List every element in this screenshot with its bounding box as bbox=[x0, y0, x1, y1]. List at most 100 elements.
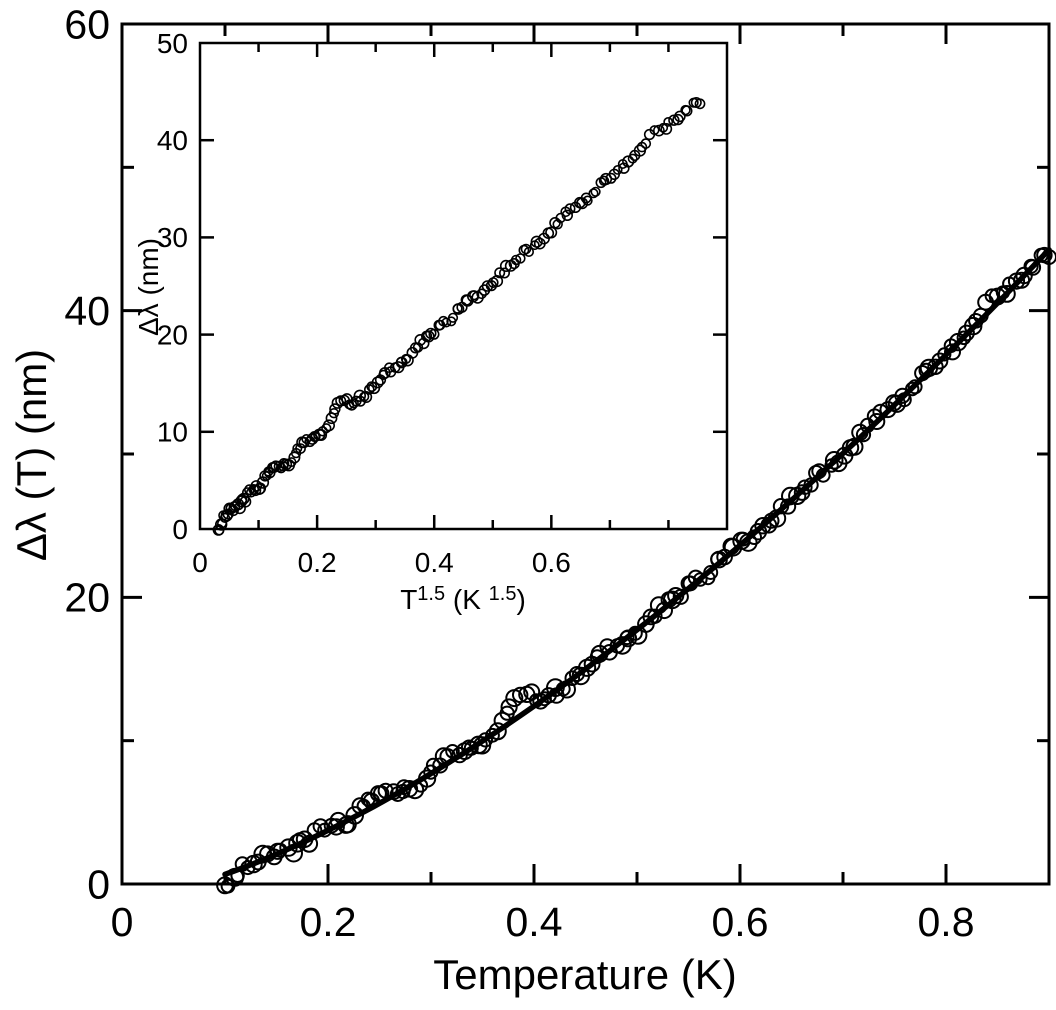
main-x-tick-label: 0.4 bbox=[506, 899, 563, 945]
main-data-point bbox=[746, 529, 763, 546]
main-data-series bbox=[216, 246, 1056, 895]
main-data-point bbox=[918, 362, 934, 379]
main-data-point bbox=[488, 722, 507, 741]
inset-data-point bbox=[555, 212, 566, 224]
inset-data-point bbox=[545, 226, 558, 239]
main-data-point bbox=[735, 531, 751, 547]
superscript: 1.5 bbox=[488, 583, 517, 605]
inset-x-tick-label: 0.4 bbox=[415, 547, 454, 578]
main-data-point bbox=[887, 394, 907, 413]
inset-data-point bbox=[694, 98, 706, 110]
inset-data-point bbox=[588, 188, 599, 199]
inset-data-point bbox=[663, 117, 674, 127]
main-data-point bbox=[564, 670, 581, 687]
inset-data-point bbox=[498, 267, 510, 279]
inset-data-point bbox=[582, 195, 593, 206]
inset-x-axis-title: T1.5 (K 1.5) bbox=[400, 583, 526, 615]
inset-data-point bbox=[422, 330, 435, 343]
main-data-point bbox=[568, 666, 585, 682]
main-data-point bbox=[944, 343, 961, 361]
main-x-tick-label: 0.6 bbox=[712, 899, 769, 945]
inset-data-point bbox=[329, 403, 341, 415]
inset-data-point bbox=[590, 186, 601, 197]
main-panel: 0 0.2 0.4 0.6 0.8 0 20 40 60 bbox=[64, 1, 1056, 945]
inset-data-point bbox=[490, 275, 504, 288]
inset-data-point bbox=[371, 376, 384, 389]
inset-data-point bbox=[660, 122, 673, 135]
inset-data-point bbox=[481, 280, 494, 292]
inset-data-point bbox=[322, 419, 335, 432]
inset-data-point bbox=[627, 153, 638, 164]
main-data-point bbox=[672, 588, 689, 605]
main-x-axis-title: Temperature (K) bbox=[433, 951, 737, 998]
inset-data-point bbox=[674, 110, 686, 123]
main-data-point bbox=[512, 686, 529, 704]
inset-y-tick-label: 10 bbox=[157, 417, 188, 448]
inset-data-point bbox=[564, 203, 576, 215]
main-data-point bbox=[312, 818, 329, 834]
inset-y-tick-label: 30 bbox=[157, 222, 188, 253]
main-data-point bbox=[546, 678, 565, 697]
inset-data-point bbox=[378, 369, 389, 381]
main-data-point bbox=[907, 379, 923, 395]
main-data-point bbox=[485, 727, 500, 743]
inset-data-point bbox=[353, 389, 366, 402]
inset-tick-labels: 0 0.2 0.4 0.6 0 10 20 30 40 50 bbox=[157, 28, 571, 578]
main-ticks bbox=[120, 22, 1049, 886]
inset-data-point bbox=[668, 114, 680, 126]
main-data-point bbox=[523, 683, 541, 701]
inset-data-point bbox=[310, 431, 321, 443]
inset-data-point bbox=[441, 317, 452, 328]
inset-data-point bbox=[561, 209, 573, 222]
inset-x-tick-label: 0.2 bbox=[298, 547, 337, 578]
inset-data-point bbox=[640, 138, 652, 149]
inset-data-point bbox=[494, 267, 506, 279]
inset-data-point bbox=[469, 290, 480, 301]
main-data-point bbox=[956, 330, 972, 346]
inset-data-point bbox=[254, 482, 267, 495]
main-data-point bbox=[815, 467, 831, 483]
main-x-tick-label: 0 bbox=[111, 899, 134, 945]
main-data-point bbox=[434, 747, 453, 765]
main-data-point bbox=[295, 830, 314, 849]
superscript: 1.5 bbox=[417, 583, 446, 605]
inset-panel: 0 0.2 0.4 0.6 0 10 20 30 40 50 bbox=[157, 28, 729, 578]
main-data-point bbox=[767, 509, 787, 528]
inset-y-tick-label: 50 bbox=[157, 28, 188, 59]
main-data-point bbox=[811, 463, 827, 479]
main-x-tick-label: 0.8 bbox=[918, 899, 975, 945]
main-data-point bbox=[896, 392, 912, 408]
label-text: (K bbox=[445, 584, 489, 615]
inset-data-point bbox=[612, 164, 623, 175]
main-data-point bbox=[619, 629, 638, 648]
main-data-point bbox=[662, 590, 682, 610]
inset-y-tick-label: 0 bbox=[172, 514, 188, 545]
label-text: T bbox=[400, 584, 418, 615]
main-data-point bbox=[781, 486, 800, 506]
main-data-point bbox=[872, 403, 889, 420]
inset-data-point bbox=[321, 423, 332, 434]
main-data-point bbox=[413, 778, 429, 793]
inset-data-series bbox=[212, 97, 706, 536]
main-data-point bbox=[797, 479, 813, 495]
main-data-point bbox=[968, 313, 984, 329]
inset-ticks bbox=[200, 43, 727, 529]
main-data-point bbox=[927, 358, 944, 375]
main-tick-labels: 0 0.2 0.4 0.6 0.8 0 20 40 60 bbox=[64, 1, 974, 945]
main-data-point bbox=[493, 711, 512, 730]
inset-data-point bbox=[360, 390, 373, 403]
main-y-axis-title: Δλ (T) (nm) bbox=[8, 348, 55, 562]
inset-data-point bbox=[681, 105, 693, 117]
main-data-point bbox=[1041, 249, 1056, 265]
inset-data-point bbox=[476, 288, 487, 300]
main-y-tick-label: 20 bbox=[64, 575, 110, 621]
main-y-tick-label: 40 bbox=[64, 288, 110, 334]
inset-y-tick-label: 40 bbox=[157, 125, 188, 156]
inset-data-point bbox=[499, 259, 513, 273]
main-data-point bbox=[998, 285, 1016, 303]
main-data-point bbox=[772, 498, 790, 515]
inset-data-point bbox=[598, 175, 610, 187]
inset-data-point bbox=[295, 443, 306, 454]
main-data-point bbox=[425, 757, 441, 773]
